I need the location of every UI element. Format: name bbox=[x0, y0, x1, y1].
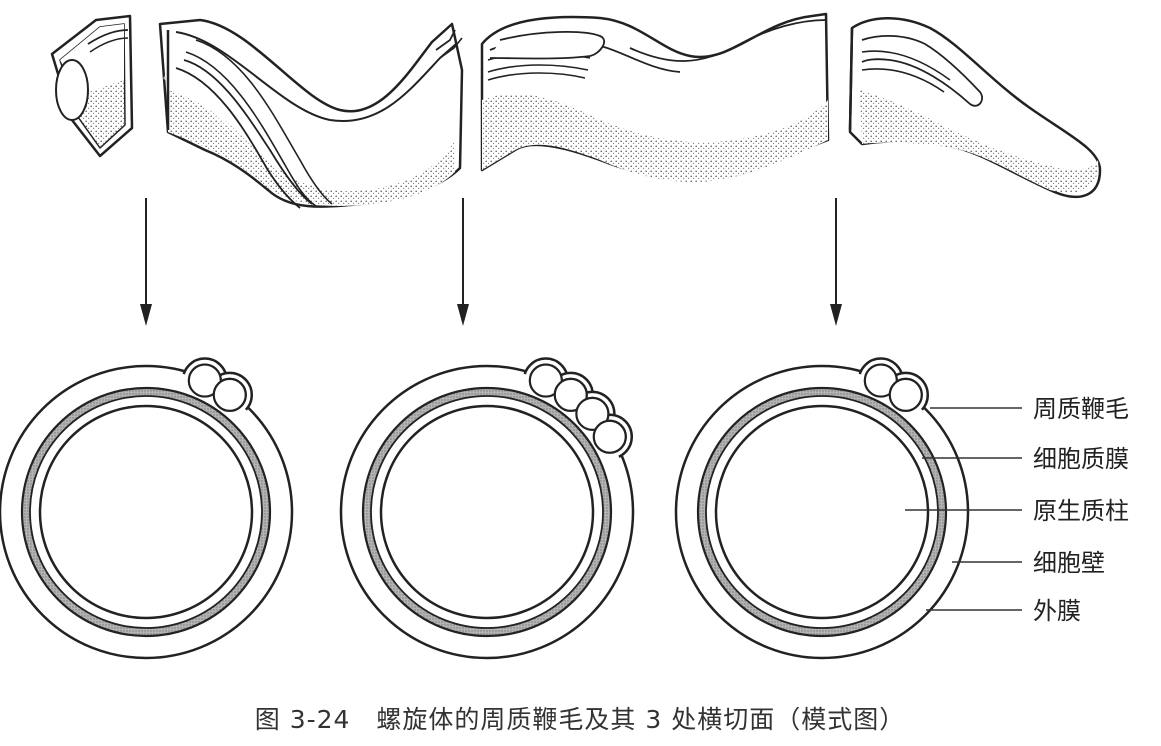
flagellum-front bbox=[212, 377, 247, 412]
flagellum-front bbox=[888, 377, 923, 412]
cytoplasmic-membrane-ring bbox=[714, 404, 930, 620]
cross-section-3 bbox=[674, 357, 970, 660]
cytoplasmic-membrane-ring bbox=[38, 404, 254, 620]
spiral-segment-4 bbox=[848, 17, 1102, 199]
spiral-body bbox=[50, 12, 1102, 209]
labels: 周质鞭毛 细胞质膜 原生质柱 细胞壁 外膜 bbox=[1033, 395, 1129, 625]
figure-caption: 图 3-24 螺旋体的周质鞭毛及其 3 处横切面（模式图） bbox=[255, 705, 906, 734]
label-cytoplasmic-membrane: 细胞质膜 bbox=[1033, 445, 1129, 473]
spiral-segment-2 bbox=[158, 18, 464, 209]
flagellum-front bbox=[592, 419, 627, 454]
cross-section-2 bbox=[339, 357, 635, 660]
cytoplasmic-membrane-ring bbox=[379, 404, 595, 620]
label-outer-sheath: 外膜 bbox=[1033, 597, 1081, 625]
spiral-segment-3 bbox=[480, 12, 830, 182]
leader-lines bbox=[905, 407, 1022, 611]
arrow-3 bbox=[830, 198, 842, 326]
flagellum-front bbox=[575, 396, 610, 431]
section-arrows bbox=[140, 198, 842, 326]
arrow-1 bbox=[140, 198, 152, 326]
label-protoplasmic-cylinder: 原生质柱 bbox=[1033, 497, 1129, 525]
cross-sections bbox=[0, 357, 970, 660]
spiral-segment-1 bbox=[50, 14, 134, 158]
arrow-2 bbox=[457, 198, 469, 326]
label-cell-wall: 细胞壁 bbox=[1033, 549, 1105, 577]
cross-section-1 bbox=[0, 357, 294, 660]
label-periplasmic-flagella: 周质鞭毛 bbox=[1033, 395, 1129, 423]
flagellum-front bbox=[553, 377, 588, 412]
